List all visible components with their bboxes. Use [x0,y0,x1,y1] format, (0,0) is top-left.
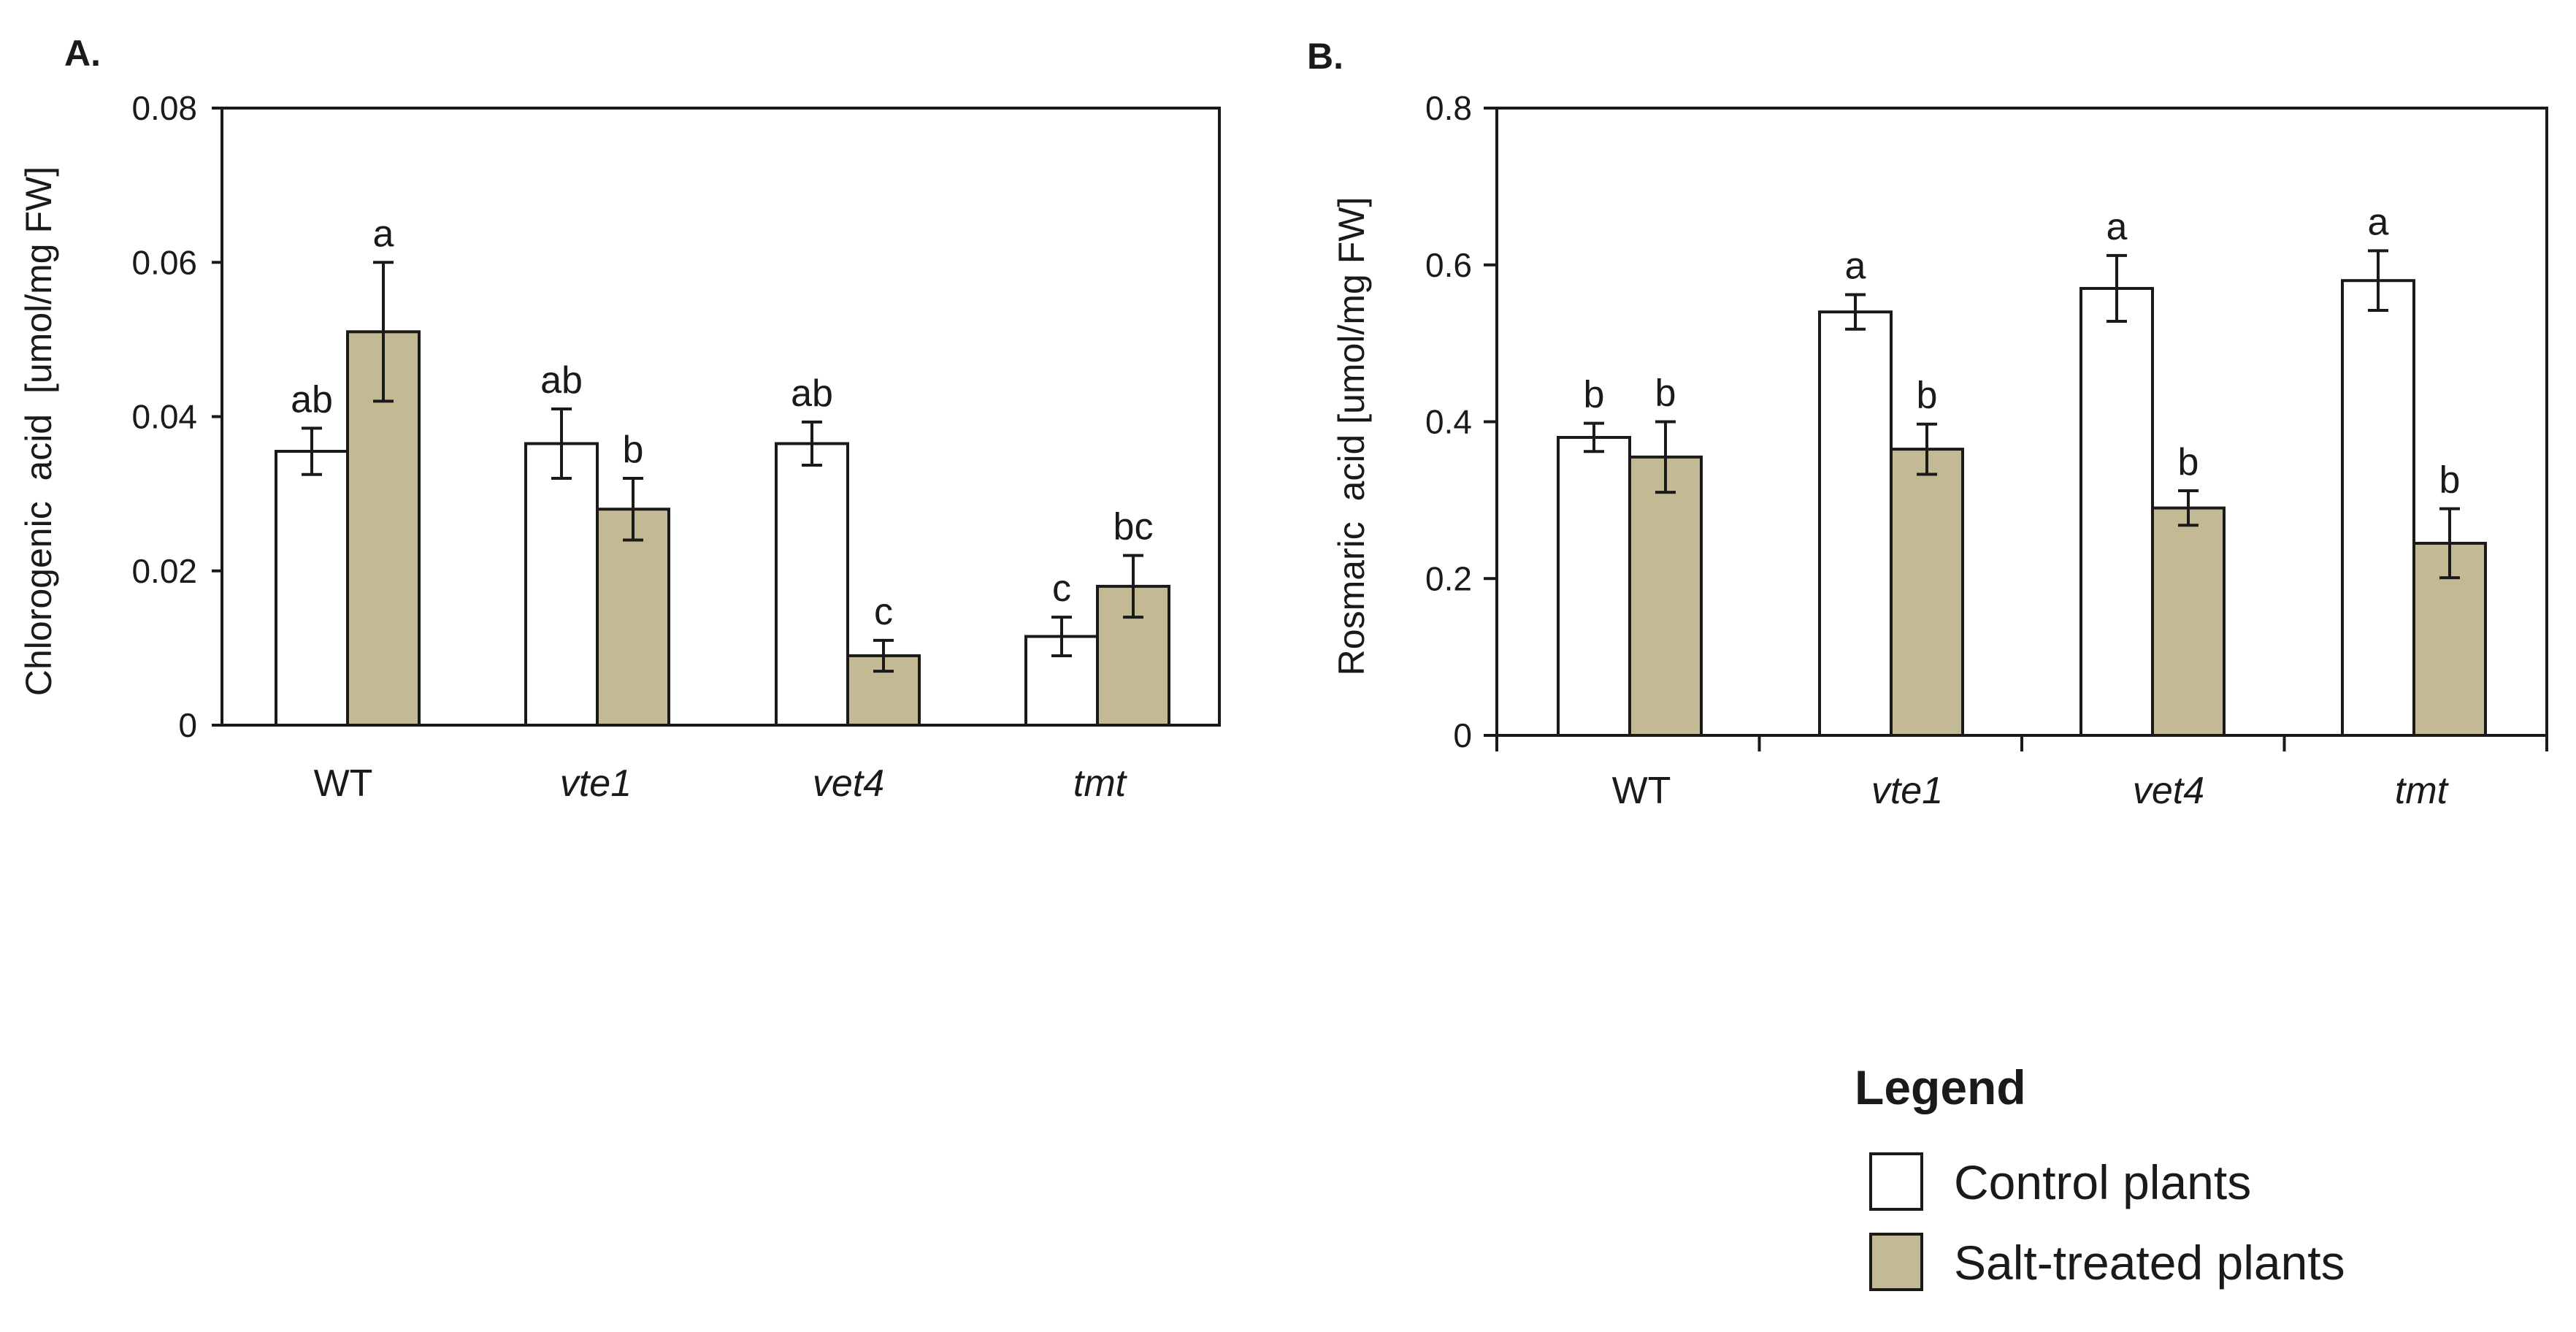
significance-label: a [2107,206,2128,248]
significance-label: ab [540,359,583,402]
y-tick-label: 0.08 [131,89,197,127]
bar-control-wt [1557,435,1631,737]
legend-title: Legend [1855,1060,2026,1114]
bar-salt-tmt [1096,584,1170,727]
bar-salt-vte1 [1890,448,1964,737]
significance-label: c [1052,567,1071,610]
chart-panel-a: A. 0 0.02 0.04 0.06 0.08 Chlorogenic acid [umo… [18,33,1221,805]
y-tick-label: 0.4 [1425,403,1472,441]
legend-label-salt: Salt-treated plants [1954,1236,2345,1290]
bar-control-vet4 [2079,286,2154,737]
chart-panel-b: B. 0 0.2 0.4 0.6 0.8 Rosmaric acid [umol/mg FW… [1307,36,2548,812]
significance-label: bc [1113,506,1154,548]
y-tick-label: 0 [178,706,197,744]
y-tick-label: 0.06 [131,243,197,281]
significance-label: ab [291,378,333,421]
bar-salt-wt [346,330,421,727]
significance-label: ab [791,372,833,415]
significance-label: b [2439,459,2461,502]
x-category-label: vte1 [1871,770,1943,812]
significance-label: b [1655,372,1676,415]
bar-control-vte1 [1818,310,1893,737]
bar-salt-vet4 [2151,506,2226,737]
x-category-label: tmt [1073,762,1128,805]
x-category-label: WT [314,762,373,805]
bar-control-vte1 [524,442,599,727]
legend: Legend Control plants Salt-treated plant… [1855,1060,2345,1291]
y-tick-label: 0.2 [1425,559,1472,597]
y-tick-label: 0.02 [131,552,197,590]
significance-label: a [373,213,394,255]
y-tick-label: 0 [1453,716,1472,754]
legend-swatch-control [1869,1152,1923,1211]
y-tick-label: 0.8 [1425,89,1472,127]
panel-label: A. [64,33,101,74]
x-category-label: tmt [2395,770,2450,812]
significance-label: c [874,591,893,633]
bar-control-wt [275,450,349,727]
significance-label: b [1917,375,1938,417]
x-category-label: vet4 [2133,770,2204,812]
x-category-label: WT [1612,770,1671,812]
x-category-label: vet4 [813,762,884,805]
panel-label: B. [1307,36,1343,77]
bar-control-tmt [2341,279,2415,738]
bar-salt-wt [1628,455,1703,737]
bar-control-vet4 [775,442,849,727]
significance-label: b [1584,374,1605,416]
y-tick-label: 0.6 [1425,246,1472,284]
significance-label: b [623,429,644,471]
significance-label: b [2178,441,2199,483]
y-axis-label: Rosmaric acid [umol/mg FW] [1331,197,1372,676]
significance-label: a [1845,245,1866,288]
significance-label: a [2368,201,2389,243]
y-tick-label: 0.04 [131,398,197,436]
y-axis-label: Chlorogenic acid [umol/mg FW] [18,166,59,696]
legend-label-control: Control plants [1954,1155,2251,1209]
bar-salt-vte1 [596,508,670,727]
legend-swatch-salt [1869,1233,1923,1291]
x-category-label: vte1 [560,762,632,805]
